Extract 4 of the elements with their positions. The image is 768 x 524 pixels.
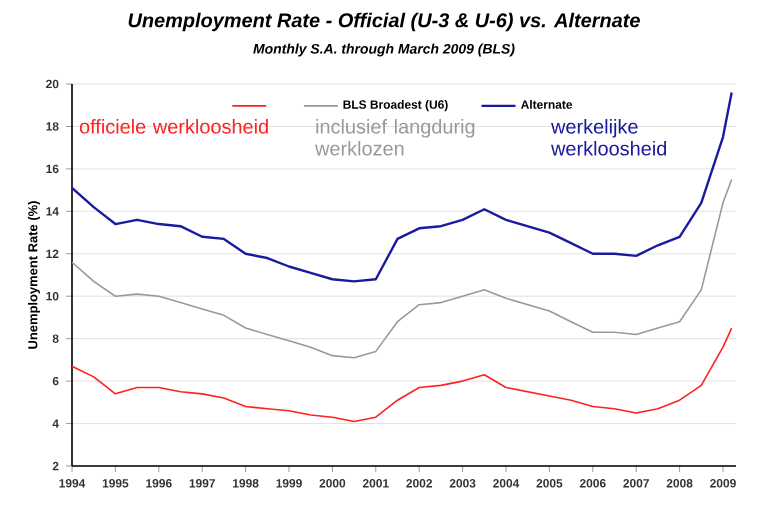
annotation: werkelijke werkloosheid [551,119,667,156]
annotation: officiele werkloosheid [79,119,268,134]
annotation: inclusief langdurig werklozen [315,119,475,156]
chart-title: Unemployment Rate - Official (U-3 & U-6) vs. Alternate [128,12,640,32]
